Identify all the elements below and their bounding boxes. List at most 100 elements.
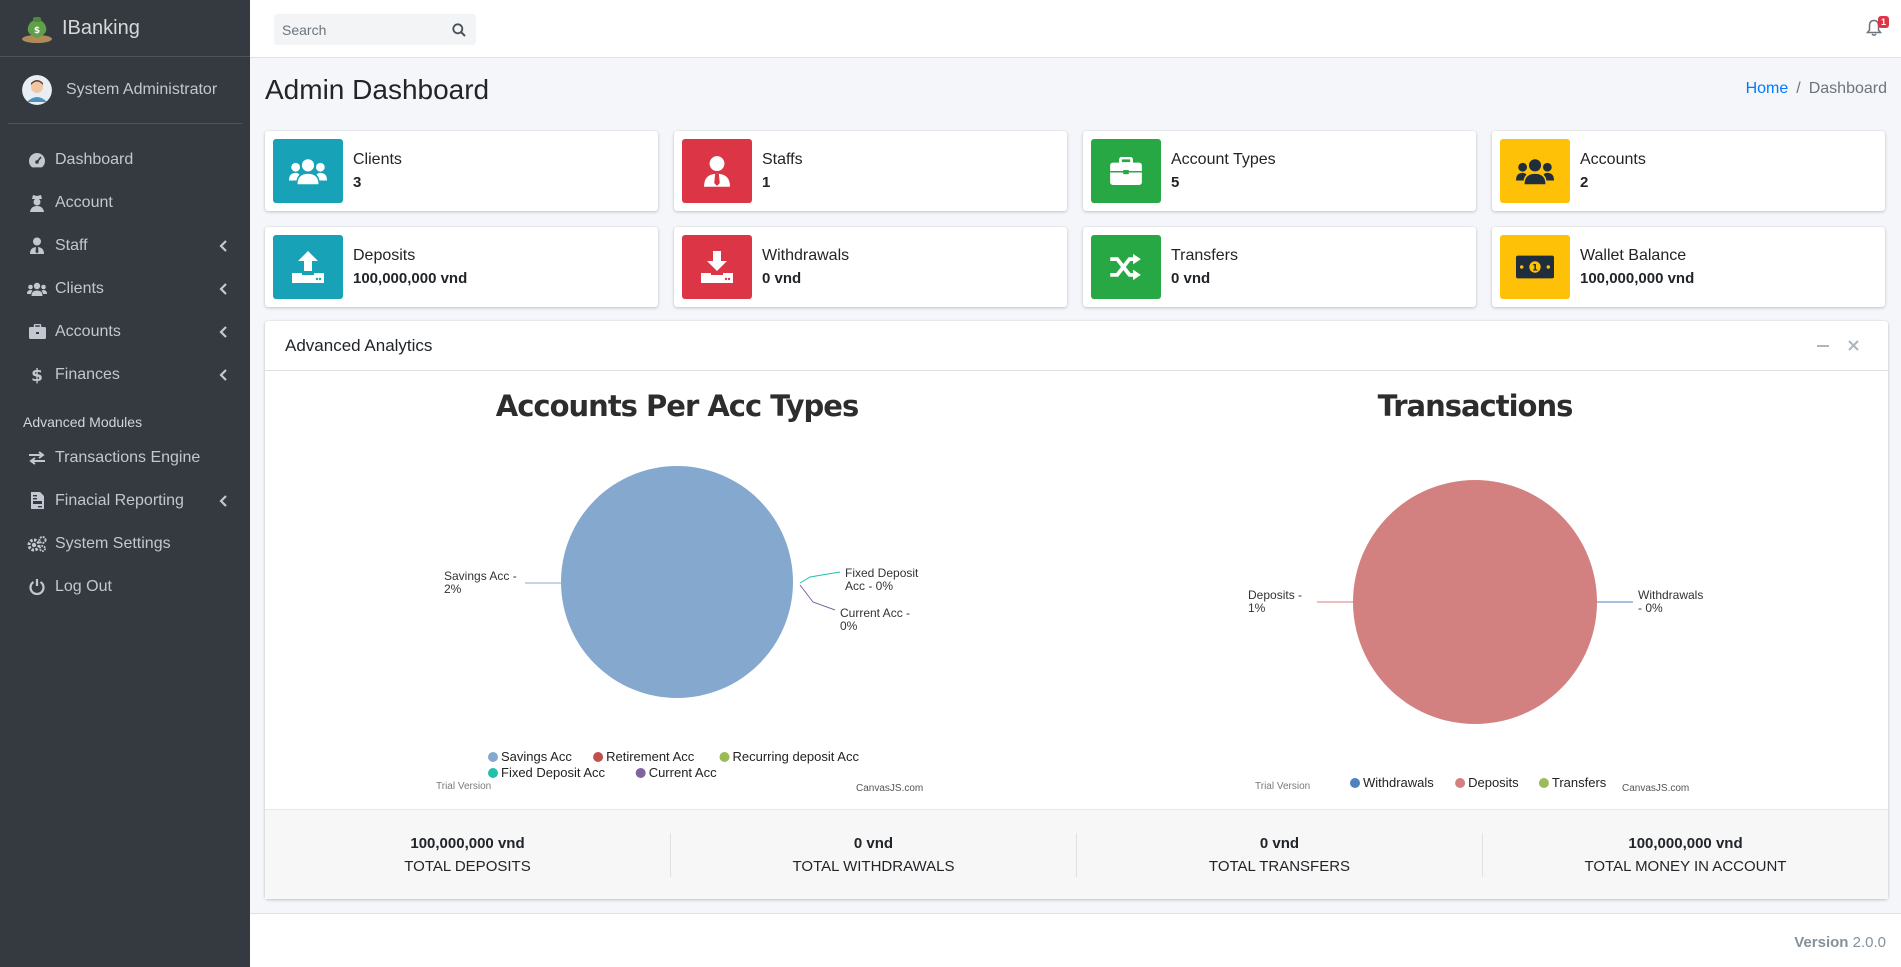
index-label-withdrawals: Withdrawals - 0% xyxy=(1638,588,1703,615)
info-box-value: 2 xyxy=(1580,174,1589,191)
chart-transactions: Transactions Deposits -1% Withdrawals - 0% W… xyxy=(1248,389,1703,794)
user-tie-icon xyxy=(27,236,47,256)
chart-title: Transactions xyxy=(1378,389,1573,423)
sidebar-item-log-out[interactable]: Log Out xyxy=(0,565,250,608)
sidebar-item-label: Finances xyxy=(55,365,120,383)
legend-label-savings-acc: Savings Acc xyxy=(501,749,572,764)
info-box-value: 1 xyxy=(762,174,771,191)
analytics-card: Advanced Analytics Accounts Per Acc Type… xyxy=(265,321,1888,899)
index-label-current-acc: Current Acc -0% xyxy=(840,606,910,633)
sidebar-item-label: Clients xyxy=(55,279,104,297)
main-footer: Version 2.0.0 xyxy=(250,913,1901,967)
info-box-account-types[interactable]: Account Types 5 xyxy=(1083,131,1476,211)
credit-text: CanvasJS.com xyxy=(856,783,923,794)
power-off-icon xyxy=(27,577,47,597)
user-panel[interactable]: System Administrator xyxy=(8,57,242,124)
legend-item-withdrawals: Withdrawals xyxy=(1350,775,1434,790)
collapse-button[interactable] xyxy=(1808,331,1838,361)
sidebar-item-system-settings[interactable]: System Settings xyxy=(0,522,250,565)
remove-button[interactable] xyxy=(1838,331,1868,361)
info-box-icon: 1 xyxy=(1500,235,1570,299)
sidebar-item-account[interactable]: Account xyxy=(0,181,250,224)
total-label: TOTAL TRANSFERS xyxy=(1208,857,1351,875)
legend-marker-retirement-acc xyxy=(593,752,604,762)
index-label-fixed-deposit-acc: Fixed Deposit Acc - 0% xyxy=(845,566,919,593)
cogs-icon xyxy=(27,534,47,554)
legend-label-deposits: Deposits xyxy=(1468,775,1519,790)
total-label: TOTAL MONEY IN ACCOUNT xyxy=(1584,857,1787,875)
sidebar-item-dashboard[interactable]: Dashboard xyxy=(0,138,250,181)
legend-item-retirement-acc: Retirement Acc xyxy=(593,749,695,764)
info-box-icon xyxy=(273,235,343,299)
total-deposits: 100,000,000 vnd TOTAL DEPOSITS xyxy=(265,832,671,877)
sidebar-nav: Dashboard Account Staff Clients xyxy=(0,138,250,608)
tachometer-icon xyxy=(27,150,47,170)
sidebar-item-transactions-engine[interactable]: Transactions Engine xyxy=(0,436,250,479)
sidebar-item-label: Dashboard xyxy=(55,150,134,168)
legend-label-transfers: Transfers xyxy=(1552,775,1607,790)
chart-accounts-per-type: Accounts Per Acc Types Savings Acc -2% Fix… xyxy=(436,389,923,794)
legend-item-transfers: Transfers xyxy=(1538,775,1607,790)
legend-label-recurring-deposit-acc: Recurring deposit Acc xyxy=(733,749,860,764)
version-label: Version xyxy=(1794,934,1849,951)
info-box-value: 5 xyxy=(1171,174,1180,191)
sidebar-item-clients[interactable]: Clients xyxy=(0,267,250,310)
legend-marker-withdrawals xyxy=(1350,778,1360,788)
info-box-label: Account Types xyxy=(1171,151,1276,168)
info-box-staffs[interactable]: Staffs 1 xyxy=(674,131,1067,211)
info-box-clients[interactable]: Clients 3 xyxy=(265,131,658,211)
sidebar-item-finances[interactable]: $ Finances xyxy=(0,353,250,396)
breadcrumb-home-link[interactable]: Home xyxy=(1745,80,1789,97)
legend-item-savings-acc: Savings Acc xyxy=(488,749,572,764)
index-label-savings-acc: Savings Acc -2% xyxy=(444,569,517,596)
info-box-icon xyxy=(1091,235,1161,299)
info-box-icon xyxy=(273,139,343,203)
legend-item-deposits: Deposits xyxy=(1455,775,1519,790)
accounts-per-type-chart: Accounts Per Acc Types Savings Acc -2% Fix… xyxy=(265,372,1095,809)
sidebar-item-financial-reporting[interactable]: Finacial Reporting xyxy=(0,479,250,522)
info-box-icon xyxy=(682,139,752,203)
sidebar-item-staff[interactable]: Staff xyxy=(0,224,250,267)
chevron-left-icon xyxy=(219,368,227,381)
legend-item-fixed-deposit-acc: Fixed Deposit Acc xyxy=(488,765,606,780)
breadcrumb: Home / Dashboard xyxy=(1746,80,1887,98)
info-box-withdrawals[interactable]: Withdrawals 0 vnd xyxy=(674,227,1067,307)
info-box-label: Clients xyxy=(353,151,402,168)
index-label-connector-fixed-deposit-acc xyxy=(799,571,841,584)
total-value: 0 vnd xyxy=(1259,834,1300,852)
total-value: 100,000,000 vnd xyxy=(410,834,525,852)
chevron-left-icon xyxy=(219,325,227,338)
close-icon xyxy=(1847,340,1859,351)
info-box-deposits[interactable]: Deposits 100,000,000 vnd xyxy=(265,227,658,307)
info-box-transfers[interactable]: Transfers 0 vnd xyxy=(1083,227,1476,307)
bell-icon[interactable] xyxy=(1865,19,1883,37)
svg-text:$: $ xyxy=(34,26,40,36)
info-box-wallet-balance[interactable]: 1 Wallet Balance 100,000,000 vnd xyxy=(1492,227,1885,307)
totals-footer: 100,000,000 vnd TOTAL DEPOSITS 0 vnd TOT… xyxy=(265,809,1888,899)
legend-item-recurring-deposit-acc: Recurring deposit Acc xyxy=(719,749,860,764)
notification-badge: 1 xyxy=(1877,16,1889,28)
transactions-chart: Transactions Deposits -1% Withdrawals - 0% W… xyxy=(1095,372,1888,809)
info-box-accounts[interactable]: Accounts 2 xyxy=(1492,131,1885,211)
user-name: System Administrator xyxy=(66,81,218,98)
money-bag-logo-icon: $ xyxy=(22,17,52,43)
search-input[interactable] xyxy=(274,21,444,38)
sidebar-item-accounts[interactable]: Accounts xyxy=(0,310,250,353)
total-label: TOTAL DEPOSITS xyxy=(404,857,531,875)
users-icon xyxy=(289,159,327,185)
legend-label-retirement-acc: Retirement Acc xyxy=(606,749,695,764)
version-number: 2.0.0 xyxy=(1852,934,1886,951)
total-money-in-account: 100,000,000 vnd TOTAL MONEY IN ACCOUNT xyxy=(1483,833,1888,877)
total-label: TOTAL WITHDRAWALS xyxy=(792,857,955,875)
user-secret-icon xyxy=(27,193,47,213)
search-button[interactable] xyxy=(444,14,474,45)
pie-slice-savings-acc xyxy=(561,466,793,698)
analytics-card-header: Advanced Analytics xyxy=(265,321,1888,371)
info-box-icon xyxy=(1500,139,1570,203)
brand-link[interactable]: $ IBanking xyxy=(0,0,250,57)
total-value: 100,000,000 vnd xyxy=(1628,834,1743,852)
avatar xyxy=(22,75,52,105)
legend-marker-deposits xyxy=(1455,778,1466,788)
brand-name: IBanking xyxy=(62,16,140,39)
watermark-text: Trial Version xyxy=(1255,781,1310,792)
